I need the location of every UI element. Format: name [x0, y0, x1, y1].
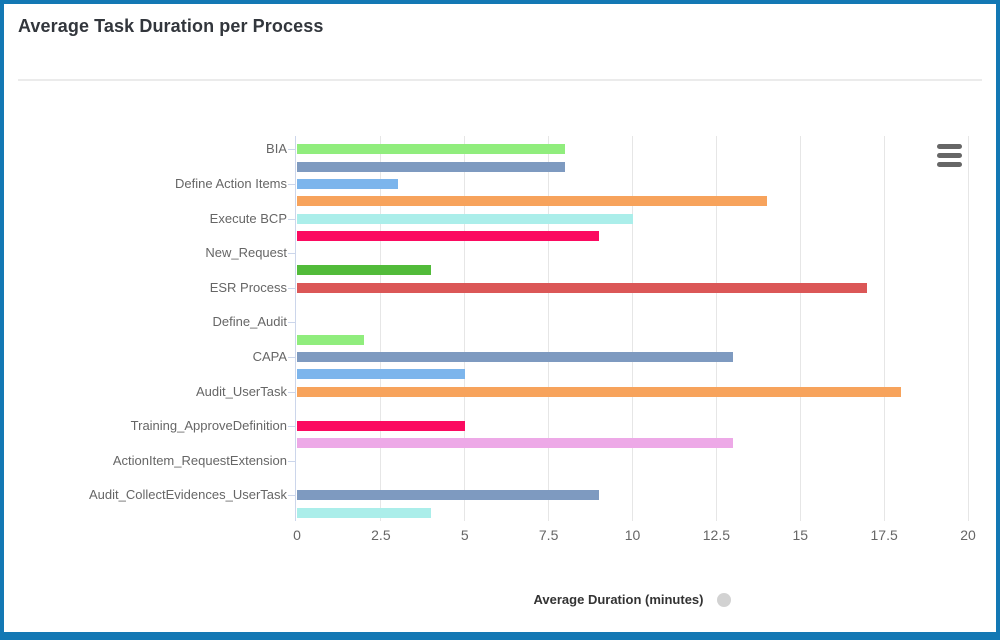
category-label: ESR Process — [209, 279, 287, 295]
y-axis-tick — [288, 322, 295, 324]
gridline — [715, 136, 717, 521]
category-label: Training_ApproveDefinition — [130, 418, 287, 434]
x-axis-tick-label: 20 — [960, 527, 976, 543]
y-axis-line — [295, 136, 296, 521]
y-axis-tick — [288, 253, 295, 255]
y-axis-tick — [288, 183, 295, 185]
y-axis-tick — [288, 356, 295, 358]
chart-context-menu-button[interactable] — [932, 138, 966, 172]
y-axis-tick — [288, 460, 295, 462]
bar[interactable] — [297, 334, 365, 345]
bar[interactable] — [297, 490, 599, 501]
gridline — [799, 136, 801, 521]
y-axis-tick — [288, 287, 295, 289]
gridline — [464, 136, 466, 521]
x-axis-tick-label: 5 — [460, 527, 469, 543]
category-label: CAPA — [252, 348, 287, 364]
bar[interactable] — [297, 421, 465, 432]
hamburger-menu-icon — [936, 161, 962, 167]
bar[interactable] — [297, 507, 432, 518]
category-label: BIA — [266, 141, 287, 157]
bar[interactable] — [297, 369, 465, 380]
y-axis-tick — [288, 495, 295, 497]
category-label: Define Action Items — [175, 175, 287, 191]
gridline — [380, 136, 382, 521]
gridline — [967, 136, 969, 521]
bar-chart-plot-area: 0 2.5 5 7.5 10 12.5 15 17.5 20 BIA Define Action I… — [4, 4, 996, 632]
bar[interactable] — [297, 438, 734, 449]
bar[interactable] — [297, 351, 734, 362]
bar[interactable] — [297, 144, 566, 155]
gridline — [548, 136, 550, 521]
x-axis-tick-label: 2.5 — [371, 527, 391, 543]
x-axis-tick-label: 7.5 — [538, 527, 559, 543]
legend-item[interactable]: Average Duration (minutes) — [296, 592, 968, 607]
x-axis-tick-label: 0 — [293, 527, 301, 543]
hamburger-menu-icon — [936, 152, 962, 158]
x-axis-tick-label: 15 — [792, 527, 809, 543]
gridline — [632, 136, 633, 521]
bar[interactable] — [297, 178, 398, 189]
bar[interactable] — [297, 161, 566, 172]
category-label: New_Request — [205, 245, 287, 261]
x-axis-tick-label: 12.5 — [702, 527, 730, 543]
category-label: Audit_UserTask — [195, 383, 287, 399]
bar[interactable] — [297, 265, 432, 276]
category-label: Audit_CollectEvidences_UserTask — [89, 487, 287, 503]
category-label: Define_Audit — [212, 314, 287, 330]
title-divider — [18, 79, 982, 81]
gridline — [883, 136, 885, 521]
x-axis-tick-label: 17.5 — [870, 527, 898, 543]
y-axis-tick — [288, 426, 295, 428]
legend-label: Average Duration (minutes) — [533, 592, 704, 607]
category-label: Execute BCP — [209, 210, 287, 226]
y-axis-tick — [288, 218, 295, 220]
bar[interactable] — [297, 230, 599, 241]
category-label: ActionItem_RequestExtension — [112, 452, 287, 468]
y-axis-tick — [288, 149, 295, 151]
hamburger-menu-icon — [936, 143, 962, 149]
y-axis-tick — [288, 391, 295, 393]
bar[interactable] — [297, 282, 868, 293]
legend-circle-marker — [716, 592, 731, 607]
bar[interactable] — [297, 213, 633, 224]
page-title: Average Task Duration per Process — [18, 16, 324, 36]
bar[interactable] — [297, 386, 901, 397]
bar[interactable] — [297, 196, 767, 207]
x-axis-tick-label: 10 — [624, 527, 641, 543]
